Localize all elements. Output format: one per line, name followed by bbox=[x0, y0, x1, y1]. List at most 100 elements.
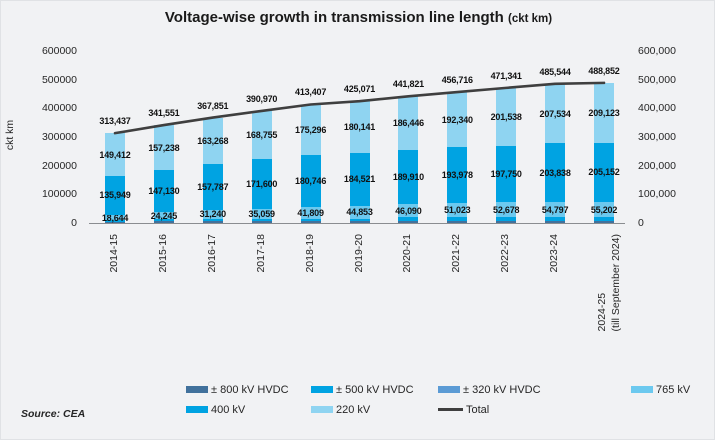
bar-segment-220kv bbox=[153, 125, 174, 171]
legend-label: 220 kV bbox=[336, 403, 371, 416]
legend-color-swatch bbox=[311, 386, 333, 393]
bar-segment-hvdc-dark bbox=[202, 221, 223, 223]
bar-data-label: 149,412 bbox=[99, 149, 131, 160]
x-category-label: 2015-16 bbox=[156, 234, 169, 273]
bar-segment-hvdc-bright bbox=[153, 219, 174, 222]
bar-data-label: 180,746 bbox=[295, 175, 327, 186]
x-category-label: 2020-21 bbox=[401, 234, 414, 273]
y-tick-label-right: 400,000 bbox=[638, 102, 676, 115]
bar-segment-765kv bbox=[105, 214, 125, 221]
bar-segment-hvdc-dark bbox=[447, 220, 468, 223]
legend-color-swatch bbox=[631, 386, 653, 393]
y-tick-label-right: 100,000 bbox=[638, 188, 676, 201]
x-category-label: 2023-24 bbox=[548, 234, 561, 273]
bar-segment-hvdc-bright bbox=[496, 217, 517, 221]
y-tick-label-left: 200000 bbox=[41, 159, 77, 172]
bar-segment-400kv bbox=[496, 145, 517, 203]
legend-line-swatch bbox=[438, 408, 463, 411]
total-data-label: 341,551 bbox=[148, 108, 180, 119]
bar-segment-hvdc-bright bbox=[349, 218, 370, 222]
bar-segment-hvdc-dark bbox=[153, 221, 174, 223]
x-category-year: 2024-25 bbox=[596, 292, 608, 332]
bar-data-label: 203,838 bbox=[539, 167, 571, 178]
legend-color-swatch bbox=[186, 386, 208, 393]
bar-segment-765kv bbox=[545, 201, 566, 218]
bar-data-label: 171,600 bbox=[246, 178, 278, 189]
bar-segment-hvdc-dark bbox=[251, 221, 272, 223]
y-tick-label-left: 600000 bbox=[41, 45, 77, 57]
bar-data-label: 24,245 bbox=[150, 210, 178, 221]
total-data-label: 441,821 bbox=[392, 79, 424, 90]
y-tick-label-left: 500000 bbox=[41, 73, 77, 86]
bar-data-label: 52,678 bbox=[493, 204, 520, 215]
bar-segment-400kv bbox=[202, 164, 223, 210]
bar-segment-220kv bbox=[251, 110, 272, 160]
bar-segment-hvdc-dark bbox=[594, 220, 614, 223]
bar-segment-hvdc-dark bbox=[105, 221, 125, 223]
bar-data-label: 205,152 bbox=[588, 167, 620, 178]
bar-data-label: 51,023 bbox=[444, 205, 471, 216]
bar-data-label: 209,123 bbox=[588, 107, 620, 118]
bar-segment-765kv bbox=[496, 202, 517, 218]
total-data-label: 485,544 bbox=[539, 66, 571, 77]
total-data-label: 313,437 bbox=[99, 116, 131, 127]
y-tick-label-right: 0 bbox=[638, 217, 644, 229]
bar-segment-220kv bbox=[594, 82, 614, 143]
legend-item: 400 kV bbox=[186, 402, 311, 417]
x-category-label: 2014-15 bbox=[108, 234, 120, 273]
total-data-label: 425,071 bbox=[343, 84, 376, 95]
bar-data-label: 18,644 bbox=[101, 212, 129, 223]
total-line bbox=[113, 81, 606, 135]
bar-data-label: 201,538 bbox=[490, 111, 522, 122]
legend-item: 220 kV bbox=[311, 402, 438, 417]
bar-segment-220kv bbox=[496, 87, 517, 146]
x-category-label: 2024-25 (till September 2024) bbox=[596, 234, 623, 331]
bar-segment-765kv bbox=[594, 201, 614, 218]
y-tick-label-left: 0 bbox=[71, 217, 77, 229]
bar-data-label: 175,296 bbox=[295, 124, 327, 135]
y-tick-label-right: 300,000 bbox=[638, 131, 676, 143]
legend-label: ± 320 kV HVDC bbox=[463, 383, 541, 396]
bar-segment-hvdc-dark bbox=[545, 220, 566, 223]
total-data-label: 471,341 bbox=[490, 70, 522, 81]
x-category-label: 2016-17 bbox=[205, 234, 218, 273]
bar-data-label: 46,090 bbox=[395, 205, 422, 216]
bar-segment-hvdc-bright bbox=[545, 217, 566, 221]
bar-data-label: 189,910 bbox=[392, 172, 424, 182]
bar-data-label: 192,340 bbox=[441, 114, 473, 125]
bar-segment-400kv bbox=[447, 147, 468, 203]
bar-segment-400kv bbox=[153, 170, 174, 213]
bar-segment-400kv bbox=[105, 175, 125, 215]
legend-color-swatch bbox=[438, 386, 460, 393]
bar-data-label: 184,521 bbox=[343, 174, 376, 185]
bar-segment-400kv bbox=[545, 143, 566, 202]
bar-segment-220kv bbox=[447, 92, 468, 148]
legend-label: Total bbox=[466, 403, 490, 416]
total-data-label: 488,852 bbox=[588, 65, 620, 76]
y-tick-label-right: 200,000 bbox=[638, 159, 676, 172]
bar-segment-hvdc-bright bbox=[251, 218, 272, 222]
bar-data-label: 157,238 bbox=[148, 142, 180, 153]
x-category-label: 2019-20 bbox=[352, 234, 365, 273]
bar-segment-400kv bbox=[349, 152, 370, 206]
bar-segment-400kv bbox=[300, 154, 321, 207]
bar-data-label: 35,059 bbox=[248, 208, 276, 219]
bar-segment-hvdc-dark bbox=[300, 221, 321, 223]
chart-title: Voltage-wise growth in transmission line… bbox=[1, 9, 714, 26]
bar-data-label: 180,141 bbox=[343, 121, 376, 132]
legend-color-swatch bbox=[311, 406, 333, 413]
bar-segment-400kv bbox=[251, 159, 272, 209]
bar-data-label: 31,240 bbox=[199, 209, 227, 220]
bar-data-label: 55,202 bbox=[590, 204, 618, 215]
legend-label: ± 500 kV HVDC bbox=[336, 383, 414, 396]
bar-segment-220kv bbox=[300, 104, 321, 155]
x-axis-baseline bbox=[89, 223, 625, 224]
bar-data-label: 54,797 bbox=[541, 204, 569, 215]
total-data-label: 413,407 bbox=[295, 87, 327, 98]
bar-segment-220kv bbox=[105, 133, 125, 176]
bar-segment-400kv bbox=[398, 149, 419, 205]
total-data-label: 456,716 bbox=[441, 75, 473, 86]
bar-segment-220kv bbox=[349, 101, 370, 153]
legend-color-swatch bbox=[186, 406, 208, 413]
